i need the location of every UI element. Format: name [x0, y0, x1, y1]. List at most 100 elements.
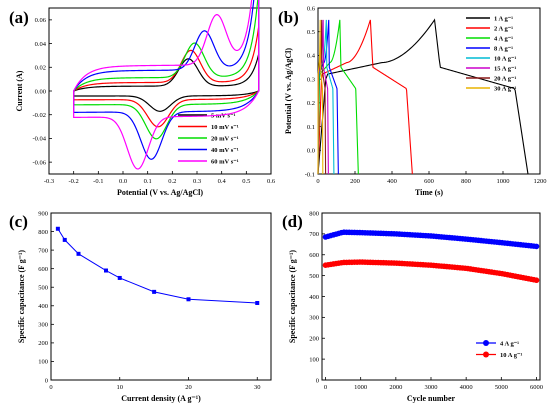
y-tick-label: 0.0: [307, 148, 315, 155]
legend-entry: 10 A g⁻¹: [500, 352, 522, 359]
y-tick-label: 0.02: [35, 65, 46, 72]
x-tick-label: -0.3: [44, 178, 54, 185]
x-axis-label: Time (s): [415, 188, 443, 197]
panel-a: -0.3 -0.2 -0.1 0.0 0.1 0.2 0.3 0.4 0.5 0.6 -0.06 -0…: [9, 0, 276, 197]
data-point: [533, 243, 540, 250]
x-axis-label: Cycle number: [407, 394, 456, 403]
x-tick-label: 6000: [530, 384, 543, 391]
y-tick-label: 0.2: [307, 100, 315, 107]
panel-label: (b): [278, 8, 299, 27]
y-tick-label: -0.06: [32, 159, 46, 166]
y-tick-label: 0.5: [307, 29, 315, 36]
y-tick-label: 0: [316, 377, 319, 384]
y-tick-label: 200: [38, 340, 48, 347]
legend-entry: 5 mV s⁻¹: [211, 112, 235, 119]
x-tick-label: 1200: [534, 178, 547, 185]
y-tick-label: 800: [38, 229, 48, 236]
legend-marker: [483, 340, 489, 346]
panel-label: (d): [282, 212, 303, 231]
gcd-curve: [317, 18, 529, 175]
y-tick-label: 400: [38, 303, 48, 310]
legend-entry: 10 mV s⁻¹: [211, 124, 239, 131]
legend-entry: 2 A g⁻¹: [494, 25, 513, 32]
y-axis-label: Specific capacitance (F g⁻¹): [288, 250, 297, 344]
y-tick-label: 0.3: [307, 76, 315, 83]
x-tick-label: 20: [185, 384, 192, 391]
y-tick-label: 200: [309, 336, 319, 343]
x-tick-label: 0.1: [144, 178, 152, 185]
x-tick-label: 0.6: [267, 178, 276, 185]
x-tick-label: 400: [387, 178, 397, 185]
y-tick-label: 800: [309, 210, 319, 217]
data-point: [152, 289, 157, 294]
y-tick-label: 0.04: [35, 41, 47, 48]
y-tick-label: 500: [309, 273, 319, 280]
gcd-curve: [317, 19, 335, 175]
x-tick-label: 0.5: [242, 178, 250, 185]
panel-d: 0 1000 2000 3000 4000 5000 6000 0 100 200 300 400 50…: [282, 210, 543, 403]
x-tick-label: 10: [117, 384, 124, 391]
x-axis-label: Current density (A g⁻¹): [121, 394, 201, 403]
capacitance-line: [57, 228, 258, 304]
y-tick-label: 300: [38, 322, 48, 329]
x-tick-label: 0.2: [168, 178, 176, 185]
y-tick-label: 700: [38, 247, 48, 254]
y-tick-label: 900: [38, 210, 48, 217]
y-tick-label: 0.06: [35, 17, 47, 24]
y-tick-label: 600: [309, 252, 319, 259]
plot-frame: [50, 212, 272, 381]
x-tick-label: 600: [424, 178, 434, 185]
legend-entry: 20 mV s⁻¹: [211, 135, 239, 142]
x-tick-label: 200: [350, 178, 360, 185]
y-tick-label: -0.1: [305, 171, 315, 178]
y-tick-label: -0.04: [32, 136, 46, 143]
x-tick-label: 1000: [497, 178, 510, 185]
y-tick-label: 100: [38, 359, 48, 366]
x-tick-label: 0: [316, 178, 319, 185]
gcd-curve: [317, 19, 327, 175]
legend-entry: 8 A g⁻¹: [494, 45, 513, 52]
data-point: [255, 300, 260, 305]
y-tick-label: 0.4: [307, 53, 316, 60]
legend-entry: 30 A g⁻¹: [494, 85, 516, 92]
legend-entry: 1 A g⁻¹: [494, 15, 513, 22]
x-tick-label: 0.4: [218, 178, 227, 185]
y-tick-label: 700: [309, 231, 319, 238]
data-point: [533, 277, 540, 284]
x-tick-label: 1000: [354, 384, 367, 391]
x-tick-label: 30: [254, 384, 261, 391]
y-tick-label: 300: [309, 315, 319, 322]
data-point: [55, 226, 60, 231]
y-axis-label: Potential (V vs. Ag/AgCl): [284, 48, 293, 134]
x-tick-label: 3000: [425, 384, 438, 391]
data-point: [104, 268, 108, 273]
panel-label: (a): [9, 8, 29, 27]
x-axis-label: Potential (V vs. Ag/AgCl): [117, 188, 203, 197]
legend-entry: 15 A g⁻¹: [494, 65, 516, 72]
x-tick-label: 2000: [389, 384, 402, 391]
panel-label: (c): [9, 212, 28, 231]
y-tick-label: 600: [38, 266, 48, 273]
y-tick-label: 0.00: [35, 88, 46, 95]
legend-entry: 10 A g⁻¹: [494, 55, 516, 62]
x-tick-label: -0.1: [93, 178, 103, 185]
gcd-curve: [317, 19, 324, 175]
y-tick-label: 0.1: [307, 124, 315, 131]
y-tick-label: 500: [38, 285, 48, 292]
cv-curve: [73, 0, 260, 170]
y-tick-label: 100: [309, 356, 319, 363]
legend-entry: 4 A g⁻¹: [494, 35, 513, 42]
data-point: [62, 237, 67, 242]
x-tick-label: 0.0: [119, 178, 127, 185]
x-tick-label: 4000: [460, 384, 473, 391]
y-axis-label: Specific capacitance (F g⁻¹): [17, 250, 26, 344]
data-point: [186, 297, 191, 302]
legend-entry: 60 mV s⁻¹: [211, 158, 239, 165]
data-point: [76, 251, 81, 256]
panel-c: 0 10 20 300100200300400500600700800900Curre…: [9, 210, 272, 403]
y-tick-label: 0: [45, 377, 48, 384]
x-tick-label: 0: [49, 384, 52, 391]
y-tick-label: 400: [309, 294, 319, 301]
gcd-curve: [317, 19, 413, 175]
